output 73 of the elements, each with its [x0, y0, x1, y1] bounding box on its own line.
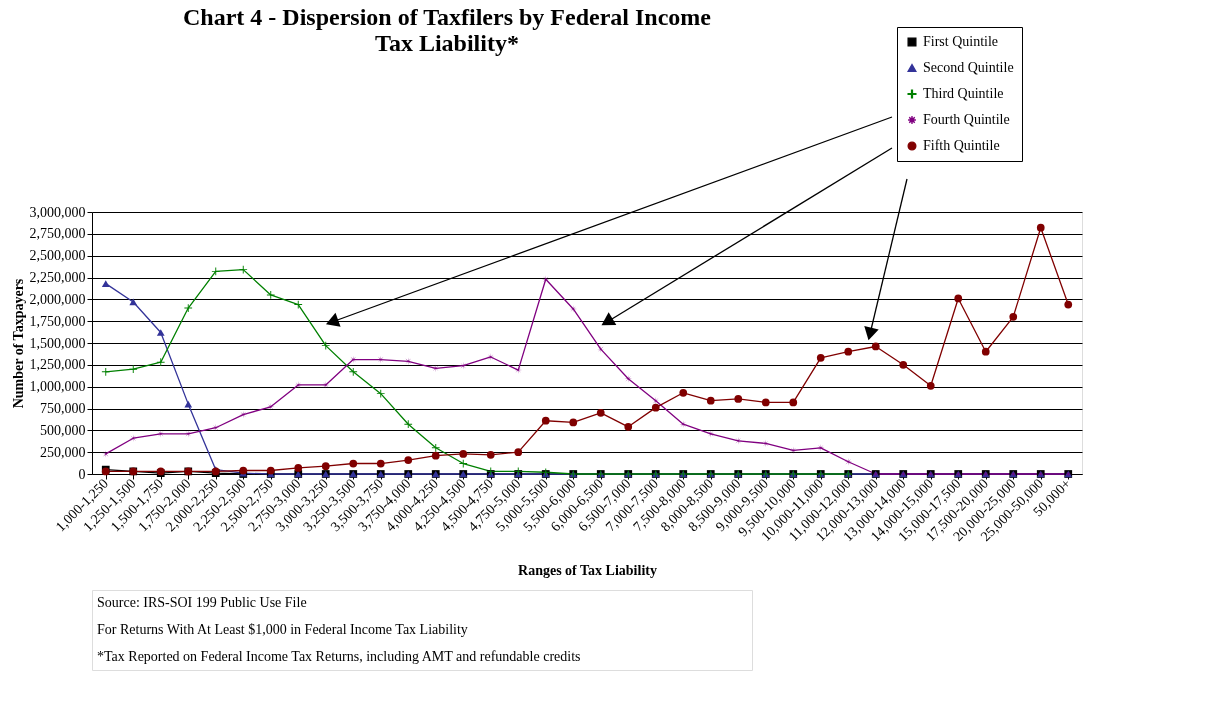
point — [789, 398, 798, 407]
point — [266, 466, 275, 475]
point — [871, 342, 880, 351]
y-tick-label: 2,250,000 — [29, 270, 86, 285]
point — [899, 360, 908, 369]
point — [459, 459, 468, 468]
point — [404, 420, 413, 429]
y-tick-label: 2,500,000 — [29, 248, 86, 264]
point — [981, 347, 990, 356]
y-tick-label: 1,750,000 — [29, 313, 86, 329]
source-note: Source: IRS-SOI 199 Public Use File — [97, 595, 307, 611]
point — [239, 265, 248, 274]
y-tick-label: 1,000,000 — [29, 379, 86, 395]
y-tick-label: 2,750,000 — [29, 226, 86, 242]
legend-label: First Quintile — [923, 34, 999, 49]
point — [789, 446, 798, 455]
point — [349, 459, 358, 468]
point — [349, 367, 358, 376]
point — [761, 398, 770, 407]
legend-label: Third Quintile — [923, 86, 1004, 101]
point — [514, 448, 523, 457]
point — [431, 443, 440, 452]
point — [1064, 300, 1073, 309]
point — [954, 294, 963, 303]
point — [184, 304, 193, 312]
point — [376, 389, 385, 398]
point — [926, 381, 935, 390]
point — [651, 403, 660, 412]
point — [596, 409, 605, 417]
point — [101, 280, 110, 287]
point — [679, 388, 688, 397]
point — [211, 267, 220, 276]
y-tick-label: 750,000 — [40, 401, 86, 416]
y-tick-label: 3,000,000 — [29, 204, 86, 220]
y-tick-label: 1,500,000 — [29, 335, 86, 351]
point — [541, 416, 550, 425]
point — [156, 329, 165, 336]
text: For Returns With At Least $1,000 in Federal Income Tax Liability — [97, 622, 468, 637]
point — [321, 462, 330, 471]
point — [844, 347, 853, 356]
point — [459, 450, 468, 458]
point — [734, 395, 743, 403]
legend-label: Fifth Quintile — [923, 138, 1000, 153]
y-tick-label: 250,000 — [40, 444, 86, 460]
point — [569, 418, 578, 427]
point — [129, 365, 138, 374]
legend-label: Fourth Quintile — [923, 112, 1010, 127]
point — [404, 456, 413, 464]
x-axis-title: Ranges of Tax Liability — [518, 563, 657, 579]
point — [651, 396, 660, 405]
y-tick-label: 500,000 — [40, 422, 86, 438]
point — [431, 364, 440, 373]
point — [816, 353, 825, 362]
point — [1036, 223, 1045, 232]
y-axis-title: Number of Taxpayers — [10, 278, 26, 409]
point — [1009, 312, 1018, 321]
point — [624, 422, 633, 431]
chart-title: Chart 4 - Dispersion of Taxfilers by Federal Income Tax Liability* — [183, 4, 712, 57]
y-tick-label: 1,250,000 — [29, 357, 86, 373]
legend-label: Second Quintile — [923, 60, 1014, 75]
y-tick-label: 0 — [78, 466, 86, 482]
y-tick-label: 2,000,000 — [29, 291, 86, 307]
point — [101, 367, 110, 376]
point — [376, 459, 385, 468]
point — [294, 300, 303, 309]
text: *Tax Reported on Federal Income Tax Returns, including AMT and refundable credits — [97, 648, 581, 664]
point — [239, 410, 248, 419]
point — [431, 451, 440, 460]
point — [294, 464, 303, 472]
point — [321, 341, 330, 350]
point — [486, 450, 495, 459]
point — [156, 358, 165, 367]
point — [706, 396, 715, 405]
